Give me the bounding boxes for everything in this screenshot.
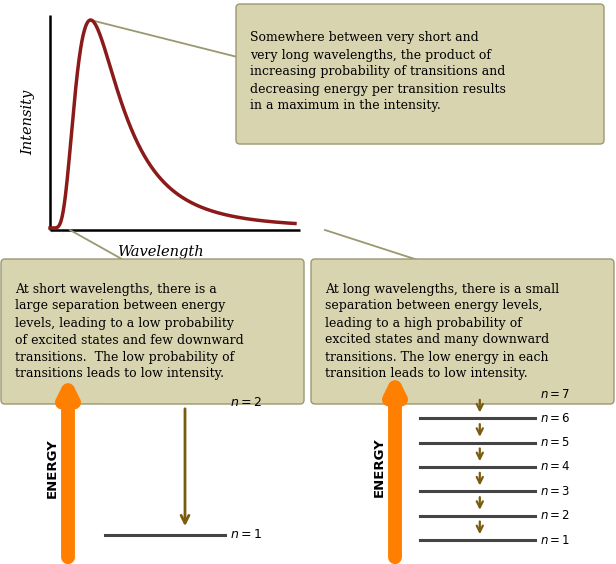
FancyBboxPatch shape [236,4,604,144]
Text: ENERGY: ENERGY [373,437,386,497]
Text: $n = 1$: $n = 1$ [230,528,262,541]
Text: Somewhere between very short and
very long wavelengths, the product of
increasin: Somewhere between very short and very lo… [250,32,506,112]
Text: $n = 6$: $n = 6$ [540,412,570,425]
Text: Wavelength: Wavelength [116,245,203,259]
Text: At long wavelengths, there is a small
separation between energy levels,
leading : At long wavelengths, there is a small se… [325,283,559,381]
Text: At short wavelengths, there is a
large separation between energy
levels, leading: At short wavelengths, there is a large s… [15,283,244,381]
FancyBboxPatch shape [311,259,614,404]
Text: Intensity: Intensity [21,90,35,155]
Text: ENERGY: ENERGY [46,439,59,499]
Text: $n = 4$: $n = 4$ [540,460,570,474]
Text: $n = 1$: $n = 1$ [540,534,570,547]
Text: $n = 3$: $n = 3$ [540,485,570,498]
FancyBboxPatch shape [1,259,304,404]
Text: $n = 7$: $n = 7$ [540,387,570,400]
Text: $n = 2$: $n = 2$ [230,395,262,408]
Text: $n = 2$: $n = 2$ [540,509,570,522]
Text: $n = 5$: $n = 5$ [540,436,570,449]
